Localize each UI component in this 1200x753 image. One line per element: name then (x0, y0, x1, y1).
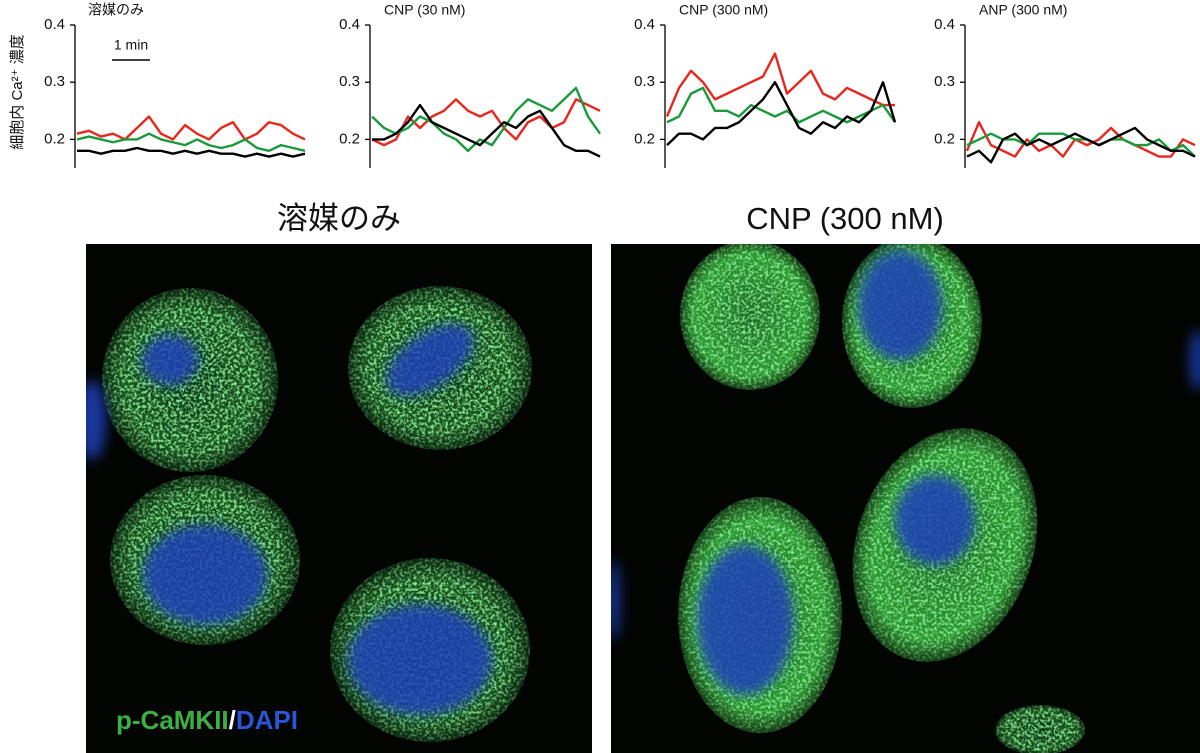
micrograph-vehicle (86, 244, 592, 753)
y-tick-label: 0.3 (934, 73, 955, 90)
y-tick-label: 0.4 (934, 16, 955, 33)
stain-separator: / (229, 705, 236, 735)
stain-counterstain: DAPI (236, 705, 298, 735)
micrograph-cnp (611, 244, 1200, 753)
chart-title: CNP (300 nM) (679, 2, 768, 18)
y-tick-label: 0.3 (634, 73, 655, 90)
y-tick-label: 0.3 (339, 73, 360, 90)
series-line (371, 86, 601, 153)
stain-marker: p-CaMKII (116, 705, 229, 735)
y-tick-label: 0.2 (339, 130, 360, 147)
image-title: CNP (300 nM) (746, 201, 944, 236)
series-line (965, 121, 1196, 158)
series-line (665, 52, 895, 117)
y-tick-label: 0.4 (339, 16, 360, 33)
series-line (77, 146, 306, 158)
y-tick-label: 0.2 (934, 130, 955, 147)
y-tick-label: 0.3 (44, 73, 65, 90)
image-title: 溶媒のみ (277, 201, 401, 236)
chart-title: 溶媒のみ (88, 2, 144, 18)
series-line (76, 132, 306, 153)
stain-label: p-CaMKII/DAPI (116, 705, 298, 735)
series-line (372, 103, 601, 158)
y-tick-label: 0.4 (44, 16, 65, 33)
chart-title: ANP (300 nM) (979, 2, 1067, 18)
y-tick-label: 0.2 (634, 130, 655, 147)
series-line (966, 126, 1196, 164)
series-line (666, 80, 897, 146)
series-line (666, 86, 896, 124)
y-tick-label: 0.4 (634, 16, 655, 33)
scale-bar-label: 1 min (114, 37, 148, 53)
series-line (76, 115, 306, 141)
chart-title: CNP (30 nM) (384, 2, 465, 18)
y-axis-label: 細胞内 Ca²⁺ 濃度 (9, 34, 26, 149)
y-tick-label: 0.2 (44, 130, 65, 147)
